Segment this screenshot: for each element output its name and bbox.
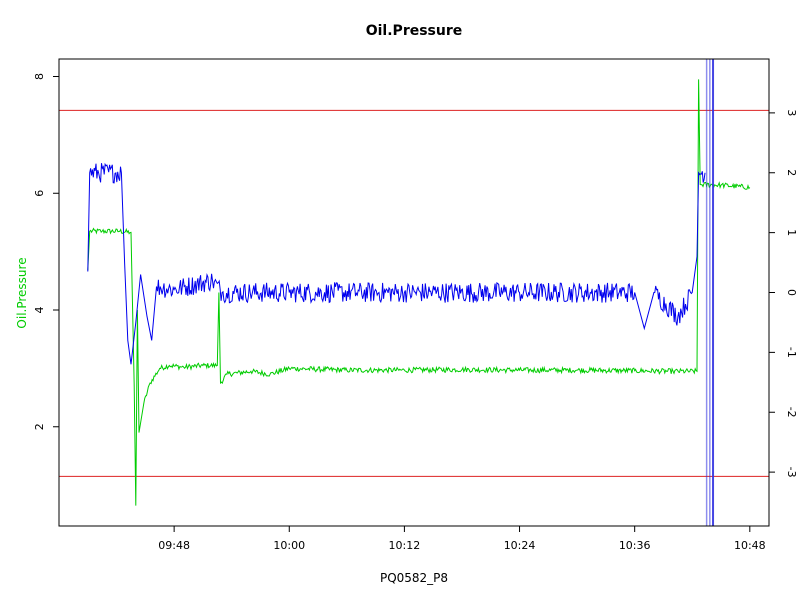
y-right-tick-label-5: 2 <box>785 169 798 176</box>
y-left-tick-label-1: 4 <box>33 307 46 314</box>
x-tick-label-3: 10:24 <box>504 539 536 552</box>
chart-title: Oil.Pressure <box>366 23 463 39</box>
plot-frame <box>58 58 770 527</box>
y-right-tick-label-3: 0 <box>785 289 798 296</box>
plot-area <box>59 59 769 526</box>
series-line-1 <box>87 162 706 365</box>
x-tick-label-1: 10:00 <box>273 539 305 552</box>
series-line-0 <box>87 79 751 506</box>
y-right-tick-label-4: 1 <box>785 229 798 236</box>
y-axis-right: -3 -2 -1 0 1 2 3 <box>769 109 798 478</box>
x-tick-label-0: 09:48 <box>158 539 190 552</box>
y-axis-label: Oil.Pressure <box>15 257 29 328</box>
y-right-tick-label-0: -3 <box>785 467 798 478</box>
y-axis-left: 2 4 6 8 <box>33 73 59 430</box>
y-left-tick-label-3: 8 <box>33 73 46 80</box>
y-left-tick-label-2: 6 <box>33 190 46 197</box>
x-tick-label-5: 10:48 <box>734 539 766 552</box>
x-axis-label: PQ0582_P8 <box>380 571 448 585</box>
x-tick-label-4: 10:36 <box>619 539 651 552</box>
y-right-tick-label-2: -1 <box>785 347 798 358</box>
x-axis: 09:48 10:00 10:12 10:24 10:36 10:48 <box>158 526 766 552</box>
y-left-tick-label-0: 2 <box>33 423 46 430</box>
y-right-tick-label-6: 3 <box>785 109 798 116</box>
y-right-tick-label-1: -2 <box>785 407 798 418</box>
x-tick-label-2: 10:12 <box>389 539 421 552</box>
